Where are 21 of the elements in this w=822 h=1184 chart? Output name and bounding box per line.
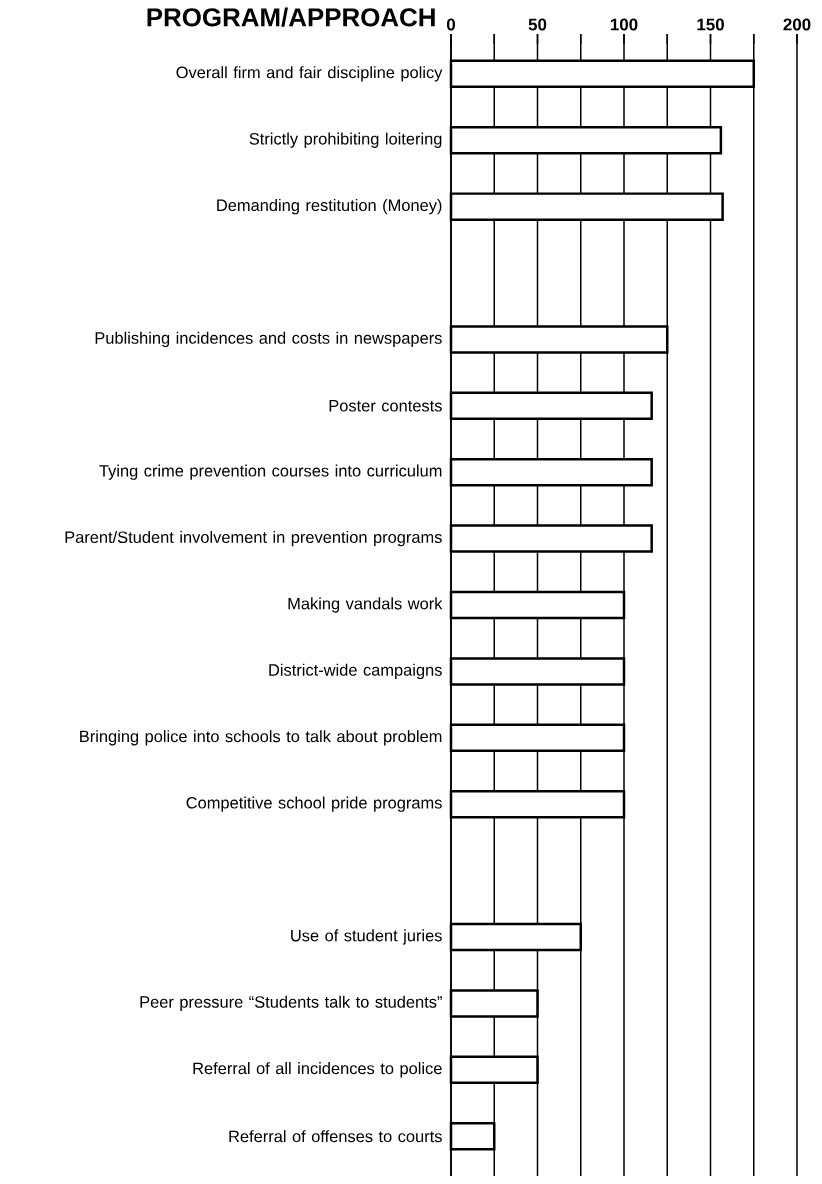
y-tick-label: Tying crime prevention courses into curriculum: [99, 464, 442, 480]
x-tick-label: 200: [783, 18, 811, 31]
y-tick-label: Overall firm and fair discipline policy: [176, 66, 443, 82]
y-tick-label: Bringing police into schools to talk about problem: [80, 730, 442, 746]
y-tick-label: Publishing incidences and costs in newspapers: [95, 331, 442, 348]
y-tick-label: Strictly prohibiting loitering: [249, 132, 442, 148]
y-tick-label: Referral of offenses to courts: [229, 1130, 442, 1143]
y-tick-label: Peer pressure “Students talk to students”: [140, 995, 442, 1012]
y-tick-label: Parent/Student involvement in prevention programs: [65, 530, 442, 547]
chart-title: PROGRAM/APPROACH: [147, 7, 435, 27]
y-tick-label: Demanding restitution (Money): [217, 198, 442, 215]
y-tick-label: Poster contests: [329, 400, 442, 412]
x-tick-label: 0: [446, 18, 456, 31]
y-tick-label: Making vandals work: [288, 597, 443, 613]
x-tick-label: 100: [610, 18, 638, 31]
x-tick-label: 50: [528, 18, 547, 31]
y-tick-label: Competitive school pride programs: [186, 796, 442, 812]
x-tick-label: 150: [697, 18, 724, 31]
y-tick-label: Referral of all incidences to police: [193, 1062, 442, 1078]
y-tick-label: District-wide campaigns: [269, 663, 442, 680]
y-tick-label: Use of student juries: [291, 929, 442, 945]
